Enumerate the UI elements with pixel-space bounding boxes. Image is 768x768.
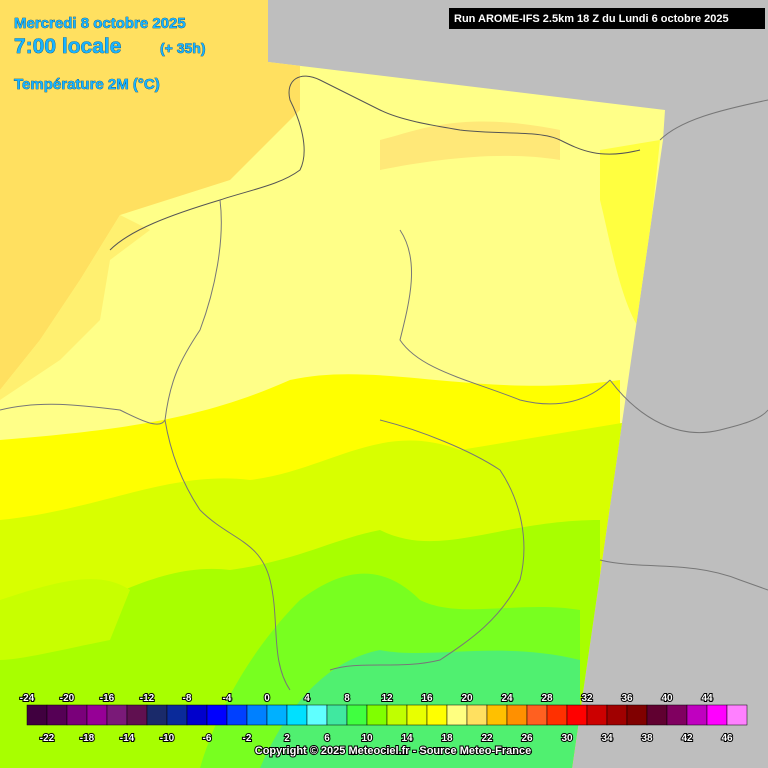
legend: -24-22-20-18-16-14-12-10-8-6-4-202468101…: [19, 692, 748, 745]
legend-label: -14: [120, 733, 135, 744]
legend-label: 12: [381, 693, 393, 704]
legend-swatch: [46, 704, 68, 726]
legend-label: 14: [401, 733, 413, 744]
legend-label: -20: [60, 693, 75, 704]
legend-swatch: [86, 704, 108, 726]
legend-label: 30: [561, 733, 573, 744]
legend-label: 6: [324, 733, 330, 744]
forecast-time: 7:00 locale: [14, 35, 121, 58]
legend-label: 10: [361, 733, 373, 744]
legend-label: 28: [541, 693, 553, 704]
legend-label: 4: [304, 693, 310, 704]
legend-swatch: [26, 704, 48, 726]
legend-label: -22: [40, 733, 55, 744]
legend-label: 18: [441, 733, 453, 744]
legend-label: 44: [701, 693, 713, 704]
legend-swatch: [426, 704, 448, 726]
legend-label: -16: [100, 693, 115, 704]
legend-label: -18: [80, 733, 95, 744]
lead-time: (+ 35h): [160, 40, 206, 56]
legend-swatch: [226, 704, 248, 726]
legend-swatch: [546, 704, 568, 726]
legend-label: 24: [501, 693, 513, 704]
legend-swatch: [206, 704, 228, 726]
legend-label: 8: [344, 693, 350, 704]
legend-swatch: [286, 704, 308, 726]
legend-swatch: [626, 704, 648, 726]
legend-swatch: [646, 704, 668, 726]
legend-swatch: [246, 704, 268, 726]
legend-swatch: [686, 704, 708, 726]
legend-swatch: [326, 704, 348, 726]
legend-swatch: [486, 704, 508, 726]
legend-swatch: [186, 704, 208, 726]
legend-label: -12: [140, 693, 155, 704]
legend-label: 22: [481, 733, 493, 744]
legend-swatch: [346, 704, 368, 726]
forecast-date: Mercredi 8 octobre 2025: [14, 15, 186, 32]
legend-swatch: [266, 704, 288, 726]
legend-swatch: [406, 704, 428, 726]
legend-label: 38: [641, 733, 653, 744]
legend-swatch: [586, 704, 608, 726]
legend-swatch: [66, 704, 88, 726]
legend-label: -24: [20, 693, 35, 704]
legend-label: 26: [521, 733, 533, 744]
legend-swatch: [666, 704, 688, 726]
parameter: Température 2M (°C): [14, 76, 160, 93]
run-box: [449, 8, 765, 29]
legend-label: 16: [421, 693, 433, 704]
legend-label: 2: [284, 733, 290, 744]
legend-swatch: [366, 704, 388, 726]
legend-label: -4: [223, 693, 232, 704]
legend-label: 32: [581, 693, 593, 704]
legend-swatch: [386, 704, 408, 726]
legend-label: -10: [160, 733, 175, 744]
legend-swatch: [606, 704, 628, 726]
legend-label: 0: [264, 693, 270, 704]
legend-swatch: [106, 704, 128, 726]
legend-swatch: [466, 704, 488, 726]
legend-swatch: [726, 704, 748, 726]
legend-label: 20: [461, 693, 473, 704]
legend-label: -8: [183, 693, 192, 704]
legend-swatch: [566, 704, 588, 726]
copyright: Copyright © 2025 Meteociel.fr - Source M…: [255, 745, 531, 757]
legend-swatch: [146, 704, 168, 726]
legend-label: 34: [601, 733, 613, 744]
legend-swatch: [506, 704, 528, 726]
legend-label: 36: [621, 693, 633, 704]
legend-swatch: [306, 704, 328, 726]
legend-swatch: [126, 704, 148, 726]
legend-swatch: [166, 704, 188, 726]
legend-swatch: [706, 704, 728, 726]
legend-label: 40: [661, 693, 673, 704]
legend-swatch: [526, 704, 548, 726]
legend-swatch: [446, 704, 468, 726]
legend-label: -2: [243, 733, 252, 744]
legend-label: 42: [681, 733, 693, 744]
run-info: Run AROME-IFS 2.5km 18 Z du Lundi 6 octo…: [454, 13, 729, 25]
legend-label: 46: [721, 733, 733, 744]
borders: [0, 75, 768, 691]
legend-label: -6: [203, 733, 212, 744]
